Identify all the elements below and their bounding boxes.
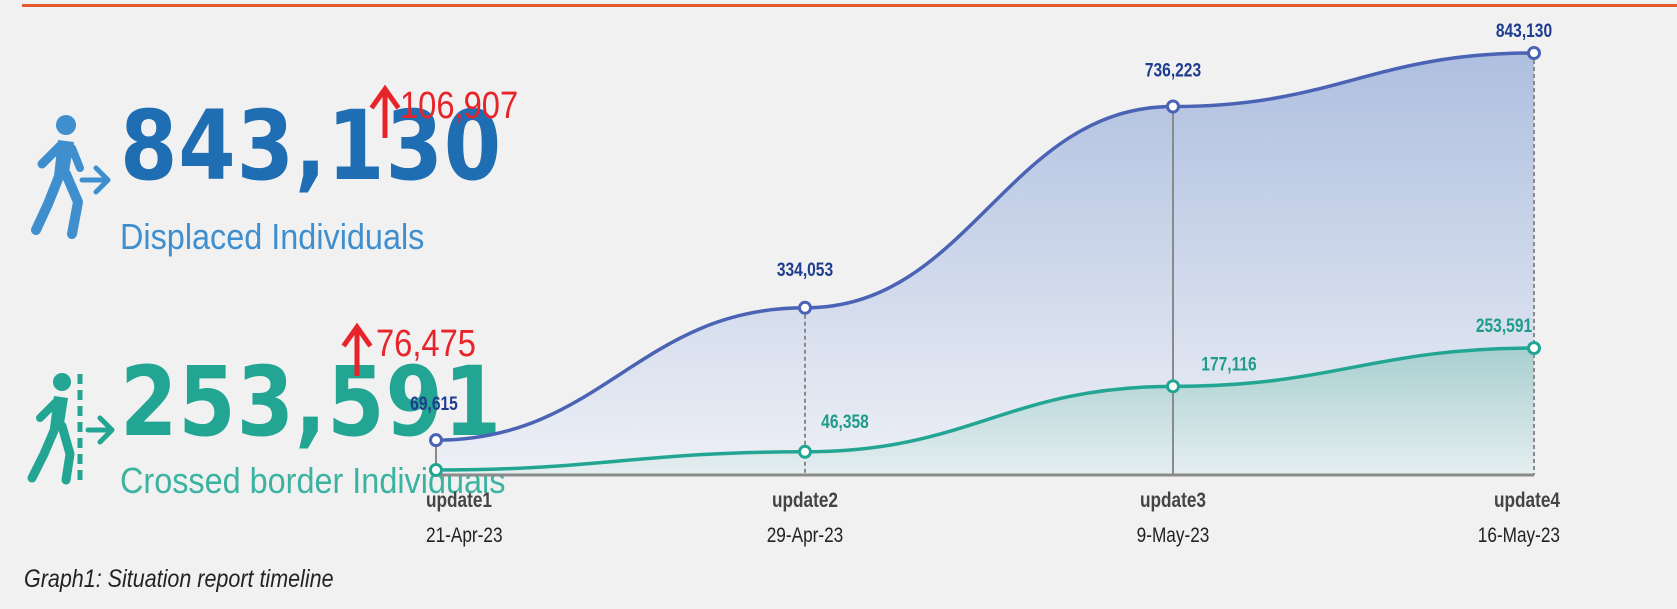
- displaced-line: [435, 51, 1535, 442]
- crossed-line: [435, 346, 1535, 472]
- x-tick-date: 29-Apr-23: [767, 525, 844, 548]
- person-crossing-border-icon: [27, 373, 115, 485]
- crossed-point: [798, 444, 812, 459]
- displaced-data-label: 334,053: [777, 258, 834, 280]
- crossed-data-label: 253,591: [1476, 315, 1533, 337]
- x-tick-date: 21-Apr-23: [426, 525, 503, 548]
- displaced-point: [429, 433, 443, 448]
- crossed-data-label: 46,358: [821, 410, 869, 432]
- displaced-data-label: 736,223: [1145, 59, 1202, 81]
- walking-person-arrow-icon: [31, 115, 111, 239]
- x-tick-label: update1: [426, 490, 492, 513]
- x-tick-date: 16-May-23: [1478, 525, 1560, 548]
- chart-caption: Graph1: Situation report timeline: [24, 565, 334, 593]
- crossed-point: [1166, 379, 1180, 394]
- x-tick-label: update3: [1140, 490, 1206, 513]
- x-tick-label: update2: [772, 490, 838, 513]
- x-tick-date: 9-May-23: [1137, 525, 1210, 548]
- displaced-change: 106,907: [400, 85, 519, 127]
- increase-arrow-icon: [341, 322, 373, 376]
- x-tick-label: update4: [1494, 490, 1560, 513]
- crossed-change: 76,475: [376, 323, 476, 365]
- displaced-point: [1527, 46, 1541, 60]
- displaced-total: 843,130: [120, 90, 503, 202]
- crossed-area: [436, 348, 1534, 475]
- displaced-area: [436, 53, 1534, 475]
- displaced-data-label: 843,130: [1496, 20, 1552, 42]
- increase-arrow-icon: [369, 84, 401, 138]
- crossed-point: [429, 463, 443, 477]
- displaced-point: [798, 300, 812, 315]
- displaced-point: [1166, 99, 1180, 114]
- displaced-data-label: 69,615: [410, 393, 458, 415]
- top-accent-rule: [22, 4, 1677, 7]
- crossed-point: [1527, 341, 1541, 356]
- crossed-data-label: 177,116: [1201, 353, 1257, 375]
- displaced-label: Displaced Individuals: [120, 216, 425, 257]
